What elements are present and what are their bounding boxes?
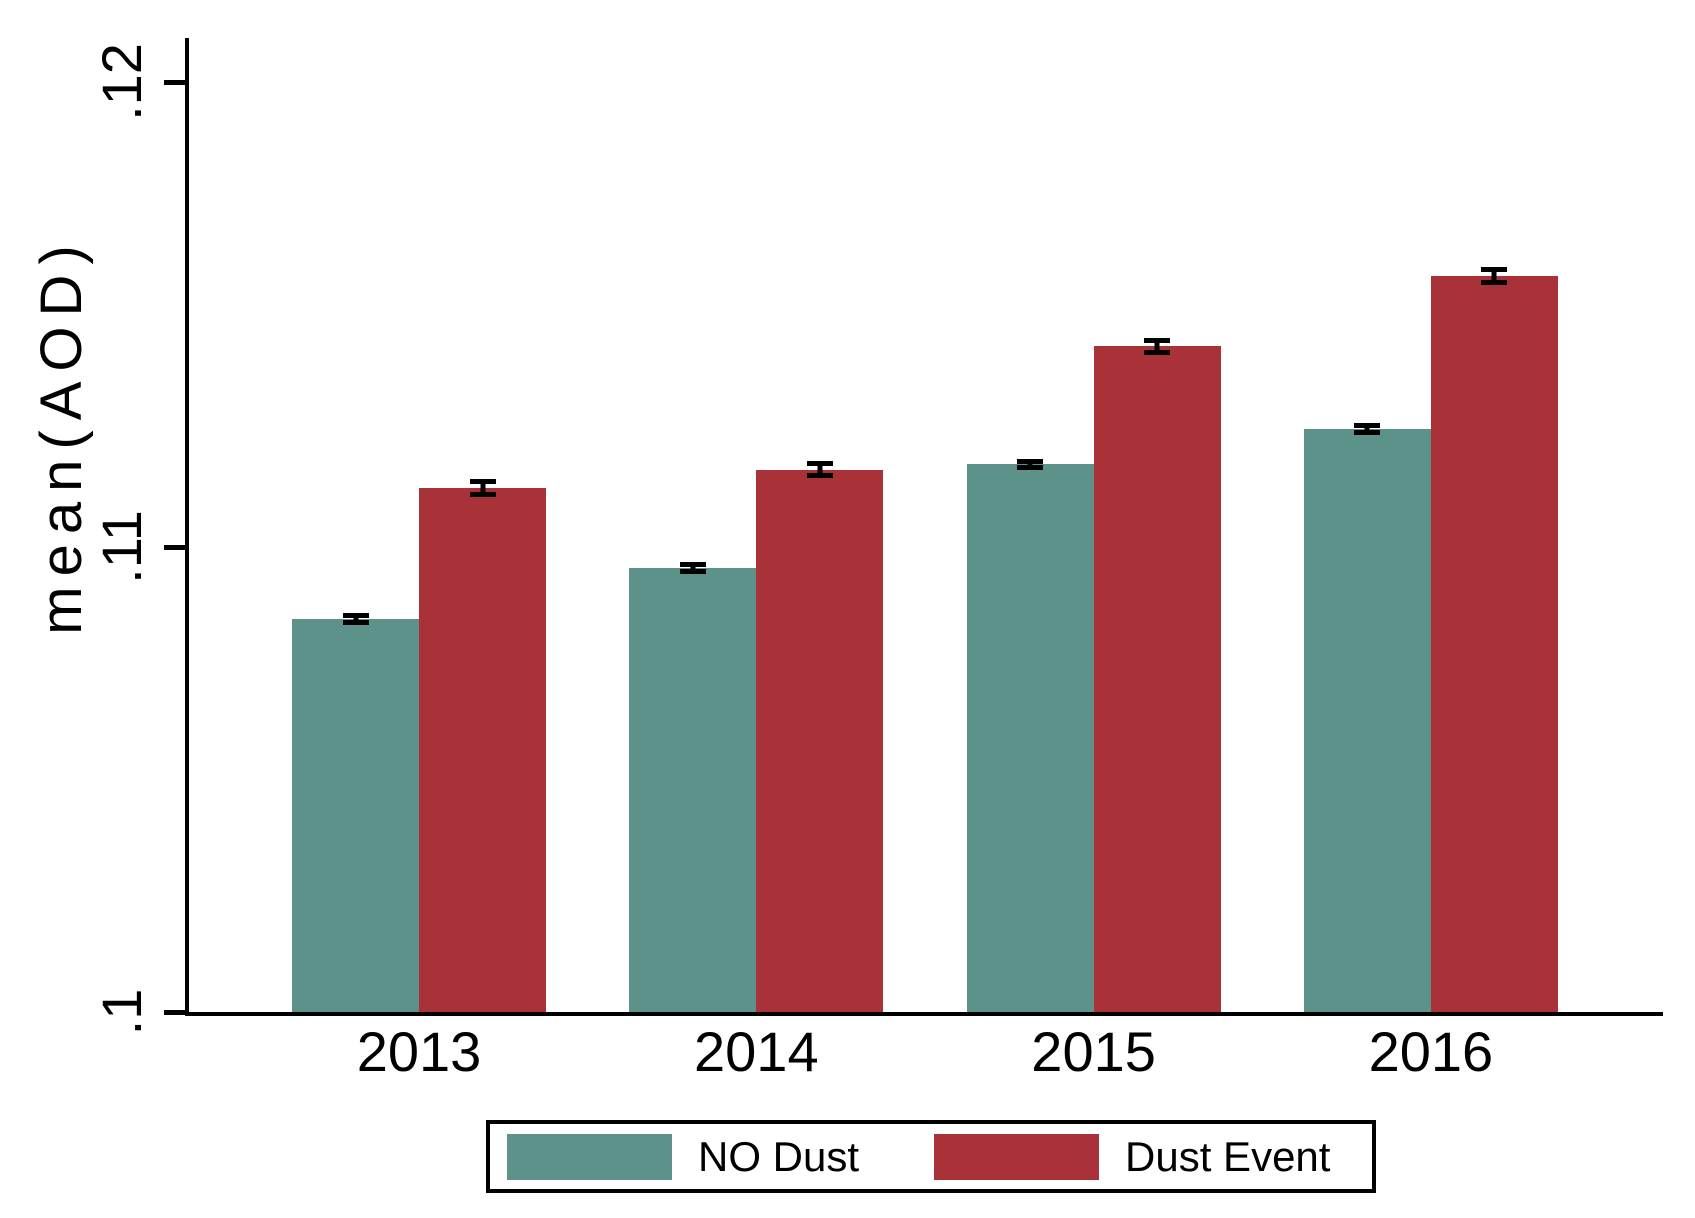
legend: NO Dust Dust Event [486, 1120, 1376, 1193]
error-bar-stem [480, 478, 485, 498]
bar-2015-dust-event [1093, 346, 1221, 1015]
error-bar-2013-no-dust [342, 613, 369, 625]
y-tick-label-.11: .11 [90, 510, 153, 584]
y-tick-.11 [164, 545, 186, 550]
bar-2014-dust-event [756, 469, 884, 1015]
y-axis-title: mean(AOD) [29, 235, 94, 635]
y-tick-.12 [164, 80, 186, 85]
error-bar-2015-dust-event [1144, 337, 1171, 355]
error-bar-cap-bottom [679, 568, 706, 574]
x-category-label-2013: 2013 [356, 1020, 482, 1083]
legend-swatch-dust-event [934, 1133, 1100, 1180]
y-tick-label-.12: .12 [90, 43, 153, 121]
y-tick-.1 [164, 1010, 186, 1015]
error-bar-stem [353, 613, 358, 625]
error-bar-cap-bottom [342, 619, 369, 625]
bar-2013-dust-event [419, 487, 546, 1015]
y-tick-label-.1: .1 [90, 988, 153, 1036]
error-bar-cap-bottom [1017, 464, 1044, 470]
error-bar-stem [1364, 423, 1370, 435]
error-bar-2016-no-dust [1354, 423, 1381, 435]
x-category-label-2014: 2014 [694, 1020, 819, 1083]
bar-2016-no-dust [1303, 428, 1431, 1015]
bar-2013-no-dust [292, 619, 419, 1015]
error-bar-2014-no-dust [679, 562, 706, 574]
legend-entry-dust-event: Dust Event [934, 1132, 1331, 1180]
legend-label-dust-event: Dust Event [1125, 1132, 1331, 1180]
legend-label-no-dust: NO Dust [698, 1132, 860, 1180]
error-bar-stem [1491, 266, 1497, 285]
error-bar-cap-bottom [1354, 429, 1381, 435]
legend-entry-no-dust: NO Dust [507, 1132, 860, 1180]
legend-swatch-no-dust [507, 1133, 672, 1180]
bar-2015-no-dust [966, 464, 1094, 1015]
bar-2014-no-dust [629, 567, 757, 1015]
error-bar-2015-no-dust [1017, 458, 1044, 470]
error-bar-stem [690, 562, 696, 574]
error-bar-cap-bottom [806, 473, 833, 479]
x-category-label-2016: 2016 [1368, 1020, 1494, 1083]
error-bar-stem [817, 461, 823, 479]
error-bar-stem [1154, 337, 1160, 355]
error-bar-2013-dust-event [469, 478, 496, 498]
error-bar-cap-bottom [1144, 349, 1171, 355]
error-bar-stem [1027, 458, 1033, 470]
error-bar-cap-bottom [469, 492, 496, 498]
error-bar-2016-dust-event [1481, 266, 1508, 285]
x-axis-line [185, 1012, 1663, 1016]
bar-2016-dust-event [1430, 275, 1558, 1015]
error-bar-cap-bottom [1481, 279, 1508, 285]
x-category-label-2015: 2015 [1031, 1020, 1156, 1083]
y-axis-line [185, 38, 189, 1016]
error-bar-2014-dust-event [806, 461, 833, 479]
